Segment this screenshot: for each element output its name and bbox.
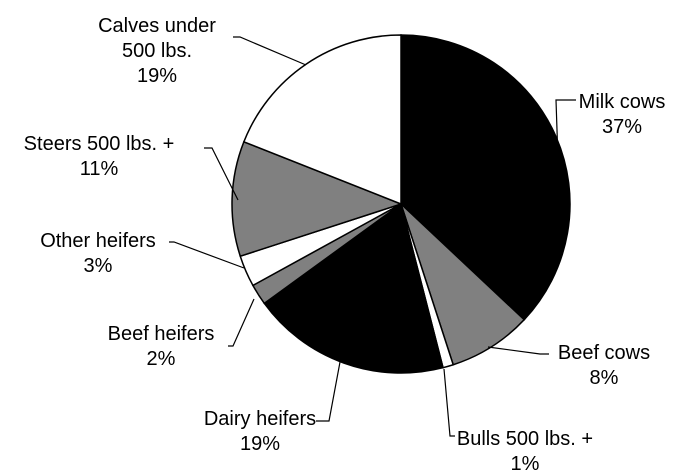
slice-label-line: 11%: [80, 158, 119, 180]
leader-line-calves-under-500-lbs: [233, 36, 307, 66]
slice-label-line: 3%: [84, 255, 113, 277]
leader-line-bulls-500-lbs: [443, 368, 455, 437]
slice-label-dairy-heifers: Dairy heifers 19%: [204, 408, 316, 455]
slice-label-line: 19%: [137, 65, 177, 87]
leader-line-steers-500-lbs: [204, 147, 239, 201]
slice-label-line: Dairy heifers: [204, 408, 316, 430]
leader-line-beef-heifers: [228, 298, 255, 347]
slice-label-beef-heifers: Beef heifers 2%: [108, 323, 215, 370]
pie-slice-steers-500-lbs: [231, 140, 404, 258]
slice-label-bulls-500-lbs: Bulls 500 lbs. + 1%: [457, 428, 593, 470]
slice-labels: Milk cows 37% Beef cows 8% Bulls 500 lbs. + 1…: [24, 15, 666, 470]
leader-line-milk-cows: [555, 99, 576, 161]
pie-slice-dairy-heifers: [263, 202, 444, 374]
slice-label-line: 500 lbs.: [122, 40, 192, 62]
pie-slices: [231, 34, 571, 374]
slice-label-line: 2%: [147, 348, 176, 370]
leader-line-beef-cows: [487, 346, 549, 355]
slice-label-line: Steers 500 lbs. +: [24, 133, 175, 155]
pie-slice-milk-cows: [400, 34, 571, 321]
leader-lines: [169, 36, 576, 437]
leader-line-dairy-heifers: [316, 361, 341, 422]
slice-label-line: 1%: [511, 453, 540, 470]
slice-label-milk-cows: Milk cows 37%: [579, 91, 666, 138]
slice-label-line: 8%: [590, 367, 619, 389]
slice-label-line: Other heifers: [40, 230, 156, 252]
slice-label-steers-500-lbs: Steers 500 lbs. + 11%: [24, 133, 175, 180]
slice-label-line: Milk cows: [579, 91, 666, 113]
leader-line-other-heifers: [169, 241, 245, 269]
slice-label-beef-cows: Beef cows 8%: [558, 342, 650, 389]
slice-label-line: Beef cows: [558, 342, 650, 364]
slice-label-line: Bulls 500 lbs. +: [457, 428, 593, 450]
slice-label-line: 37%: [602, 116, 642, 138]
slice-label-other-heifers: Other heifers 3%: [40, 230, 156, 277]
slice-label-calves-under-500-lbs: Calves under 500 lbs. 19%: [98, 15, 216, 87]
pie-slice-calves-under-500-lbs: [242, 34, 402, 206]
slice-label-line: 19%: [240, 433, 280, 455]
slice-label-line: Calves under: [98, 15, 216, 37]
slice-label-line: Beef heifers: [108, 323, 215, 345]
